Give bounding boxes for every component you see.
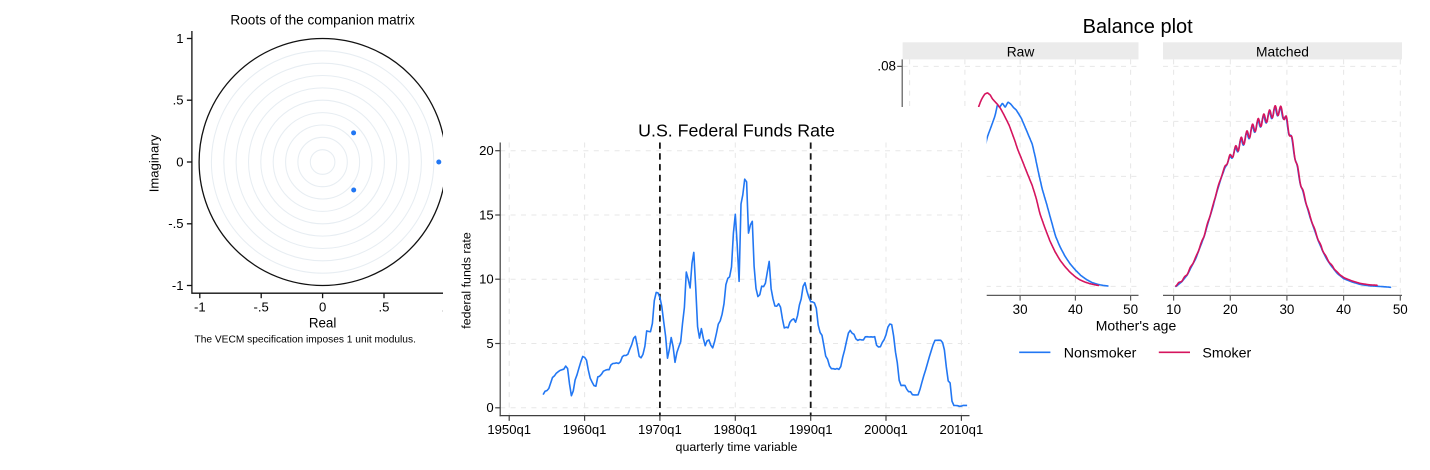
svg-text:Nonsmoker: Nonsmoker xyxy=(1064,345,1137,361)
svg-text:.5: .5 xyxy=(379,300,390,315)
svg-text:0: 0 xyxy=(176,154,183,169)
svg-text:federal funds rate: federal funds rate xyxy=(460,232,474,329)
svg-text:30: 30 xyxy=(1279,302,1294,317)
svg-text:.08: .08 xyxy=(877,59,896,74)
svg-text:5: 5 xyxy=(486,336,493,351)
svg-text:1960q1: 1960q1 xyxy=(563,422,607,437)
svg-text:40: 40 xyxy=(1068,302,1083,317)
svg-text:Mother's age: Mother's age xyxy=(1096,318,1177,334)
svg-text:-.5: -.5 xyxy=(254,300,269,315)
svg-text:2010q1: 2010q1 xyxy=(940,422,984,437)
svg-text:-1: -1 xyxy=(172,278,184,293)
svg-text:10: 10 xyxy=(479,272,494,287)
svg-text:1980q1: 1980q1 xyxy=(713,422,757,437)
svg-text:Roots of the companion matrix: Roots of the companion matrix xyxy=(230,13,415,28)
svg-text:.5: .5 xyxy=(173,93,184,108)
svg-text:20: 20 xyxy=(1223,302,1238,317)
svg-text:Raw: Raw xyxy=(1007,45,1035,60)
svg-text:U.S. Federal Funds Rate: U.S. Federal Funds Rate xyxy=(638,121,835,141)
svg-text:Matched: Matched xyxy=(1256,45,1309,60)
svg-text:50: 50 xyxy=(1123,302,1138,317)
svg-text:1970q1: 1970q1 xyxy=(638,422,682,437)
svg-text:0: 0 xyxy=(319,300,326,315)
svg-text:0: 0 xyxy=(486,400,493,415)
svg-text:1950q1: 1950q1 xyxy=(487,422,531,437)
svg-text:-1: -1 xyxy=(194,300,206,315)
svg-text:Real: Real xyxy=(309,316,337,331)
svg-text:Imaginary: Imaginary xyxy=(147,134,162,192)
svg-text:-.5: -.5 xyxy=(168,216,183,231)
svg-text:30: 30 xyxy=(1013,302,1028,317)
svg-text:quarterly time variable: quarterly time variable xyxy=(676,440,798,454)
svg-text:2000q1: 2000q1 xyxy=(864,422,908,437)
svg-text:1: 1 xyxy=(176,31,183,46)
svg-text:The VECM specification imposes: The VECM specification imposes 1 unit mo… xyxy=(195,335,416,346)
svg-text:50: 50 xyxy=(1393,302,1408,317)
svg-text:Smoker: Smoker xyxy=(1202,345,1251,361)
svg-text:1990q1: 1990q1 xyxy=(789,422,833,437)
svg-text:10: 10 xyxy=(1166,302,1181,317)
svg-text:40: 40 xyxy=(1336,302,1351,317)
svg-text:Balance plot: Balance plot xyxy=(1083,16,1194,38)
svg-text:15: 15 xyxy=(479,207,494,222)
svg-text:20: 20 xyxy=(479,143,494,158)
